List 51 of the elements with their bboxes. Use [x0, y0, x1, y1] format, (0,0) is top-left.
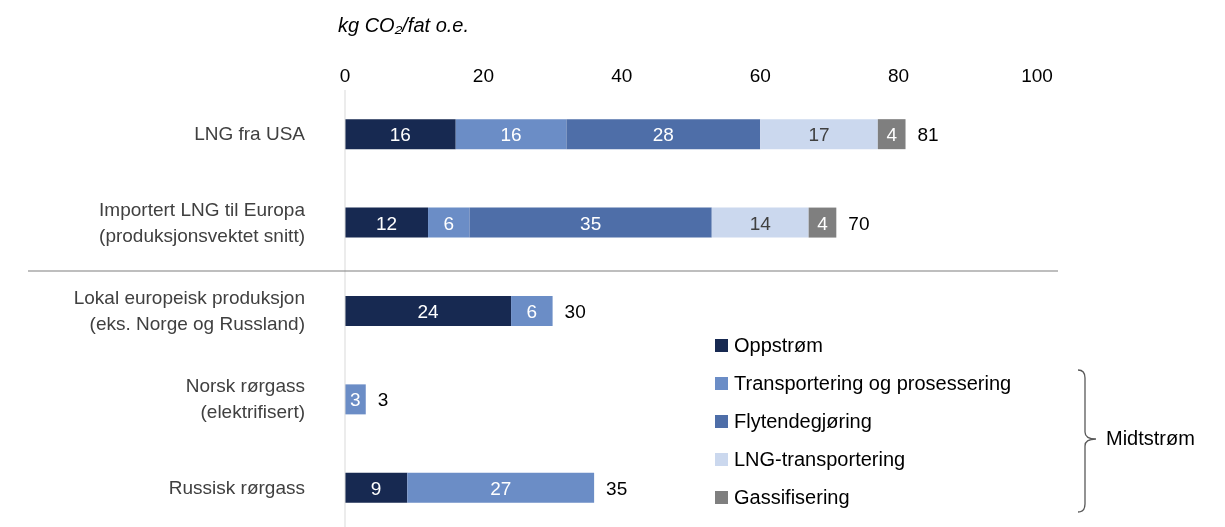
total-label: 30 — [564, 300, 586, 322]
bar — [428, 207, 470, 238]
total-label: 70 — [848, 212, 870, 234]
legend-label: Oppstrøm — [733, 332, 824, 358]
bar — [511, 295, 553, 326]
data-label: 9 — [370, 477, 382, 499]
x-tick-label: 100 — [1021, 65, 1053, 86]
x-axis-title: kg CO₂/fat o.e. — [338, 14, 470, 37]
bar — [455, 119, 567, 150]
data-label: 4 — [886, 124, 898, 146]
bar — [711, 207, 809, 238]
x-tick-label: 80 — [888, 65, 910, 86]
y-tick-label: Lokal europeisk produksjon (eks. Norge og Russland) — [73, 287, 305, 334]
bar — [345, 295, 512, 326]
total-label: 81 — [917, 124, 939, 146]
legend-label: Gassifisering — [733, 484, 851, 510]
legend-label: Transportering og prosessering — [733, 370, 1012, 396]
x-tick-label: 40 — [611, 65, 633, 86]
bar — [407, 472, 595, 503]
y-tick-label: LNG fra USA — [194, 123, 306, 145]
data-label: 14 — [749, 212, 772, 234]
y-tick-label: Importert LNG til Europa (produksjonsvektet snitt) — [99, 198, 306, 246]
data-label: 12 — [375, 212, 398, 234]
x-tick-label: 20 — [472, 65, 494, 86]
y-tick-label: Norsk rørgass (elektrifisert) — [185, 375, 305, 423]
total-label: 3 — [377, 389, 389, 411]
bar — [566, 119, 761, 150]
data-label: 6 — [526, 300, 538, 322]
x-tick-label: 0 — [339, 65, 351, 86]
bar — [345, 207, 429, 238]
data-label: 6 — [443, 212, 455, 234]
data-label: 17 — [808, 124, 830, 146]
data-label: 16 — [389, 124, 411, 146]
bar — [877, 119, 906, 150]
data-label: 28 — [652, 124, 674, 146]
bar — [345, 119, 456, 150]
data-label: 16 — [500, 124, 522, 146]
data-label: 3 — [350, 389, 361, 411]
x-tick-label: 60 — [749, 65, 771, 86]
bar — [469, 207, 712, 238]
y-tick-label: Russisk rørgass — [168, 476, 305, 498]
legend-label: Flytendegjøring — [733, 408, 873, 434]
data-label: 35 — [580, 212, 602, 234]
legend-label: LNG-transportering — [733, 446, 907, 472]
data-label: 27 — [490, 477, 512, 499]
data-label: 24 — [417, 300, 440, 322]
bar — [760, 119, 878, 150]
text: Midtstrøm — [1106, 427, 1195, 450]
bar — [345, 472, 408, 503]
data-label: 4 — [817, 212, 829, 234]
total-label: 35 — [606, 477, 628, 499]
